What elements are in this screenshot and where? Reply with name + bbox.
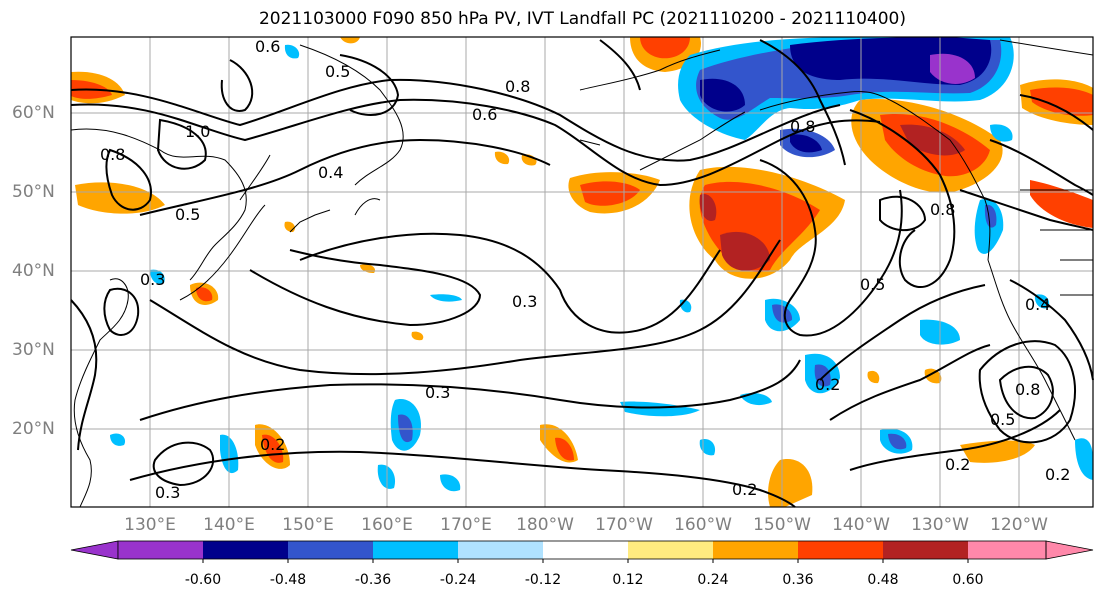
contour-label: 0.5	[175, 205, 200, 224]
lat-label-50n: 50°N	[12, 182, 55, 202]
pv-contours	[70, 39, 1094, 508]
contour-label: 1.0	[185, 122, 210, 141]
lon-label-170e: 170°E	[440, 515, 492, 535]
contour-labels: 0.6 0.5 1.0 0.8 0.8 0.6 0.4 0.5 0.3 0.3 …	[100, 37, 1070, 502]
contour-label: 0.5	[990, 410, 1015, 429]
contour-label: 0.6	[255, 37, 280, 56]
map-title: 2021103000 F090 850 hPa PV, IVT Landfall…	[258, 9, 906, 29]
colorbar-tick-label: 0.36	[782, 572, 814, 588]
lon-label-120w: 120°W	[990, 515, 1048, 535]
colorbar-tick-label: -0.36	[354, 572, 392, 588]
lon-label-170w: 170°W	[595, 515, 653, 535]
contour-label: 0.5	[860, 275, 885, 294]
contour-label: 0.4	[318, 163, 343, 182]
positive-anomaly-shading	[71, 37, 1093, 507]
colorbar-tick-label: -0.60	[184, 572, 222, 588]
contour-label: 0.4	[1025, 295, 1050, 314]
map-gridlines	[71, 37, 1093, 507]
contour-label: 0.3	[155, 483, 180, 502]
colorbar-tick-label: 0.24	[697, 572, 729, 588]
colorbar-tick-label: 0.48	[867, 572, 899, 588]
lon-label-160e: 160°E	[361, 515, 413, 535]
negative-anomaly-shading	[110, 37, 1093, 492]
lon-label-160w: 160°W	[674, 515, 732, 535]
map-plot-area: 0.6 0.5 1.0 0.8 0.8 0.6 0.4 0.5 0.3 0.3 …	[70, 36, 1094, 508]
lon-label-140w: 140°W	[832, 515, 890, 535]
contour-label: 0.3	[140, 270, 165, 289]
contour-label: 0.2	[815, 375, 840, 394]
colorbar-tick-label: -0.48	[269, 572, 307, 588]
colorbar	[70, 540, 1094, 563]
contour-label: 0.2	[945, 455, 970, 474]
contour-label: 0.8	[930, 200, 955, 219]
lon-label-140e: 140°E	[203, 515, 255, 535]
colorbar-tick-label: 0.12	[612, 572, 644, 588]
lon-label-150e: 150°E	[282, 515, 334, 535]
contour-label: 0.5	[325, 62, 350, 81]
contour-label: 0.3	[425, 383, 450, 402]
lon-label-150w: 150°W	[753, 515, 811, 535]
contour-label: 0.2	[1045, 465, 1070, 484]
contour-label: 0.8	[100, 145, 125, 164]
contour-label: 0.8	[790, 117, 815, 136]
map-frame	[70, 36, 1094, 508]
lat-label-30n: 30°N	[12, 340, 55, 360]
contour-label: 0.8	[505, 77, 530, 96]
contour-label: 0.2	[732, 480, 757, 499]
contour-label: 0.6	[472, 105, 497, 124]
contour-label: 0.8	[1015, 380, 1040, 399]
contour-label: 0.2	[260, 435, 285, 454]
colorbar-tick-label: -0.12	[524, 572, 562, 588]
colorbar-tick-label: 0.60	[952, 572, 984, 588]
lat-label-60n: 60°N	[12, 103, 55, 123]
lon-label-180w: 180°W	[516, 515, 574, 535]
lon-label-130w: 130°W	[911, 515, 969, 535]
lat-label-20n: 20°N	[12, 419, 55, 439]
lat-label-40n: 40°N	[12, 261, 55, 281]
lon-label-130e: 130°E	[124, 515, 176, 535]
contour-label: 0.3	[512, 292, 537, 311]
colorbar-tick-label: -0.24	[439, 572, 477, 588]
